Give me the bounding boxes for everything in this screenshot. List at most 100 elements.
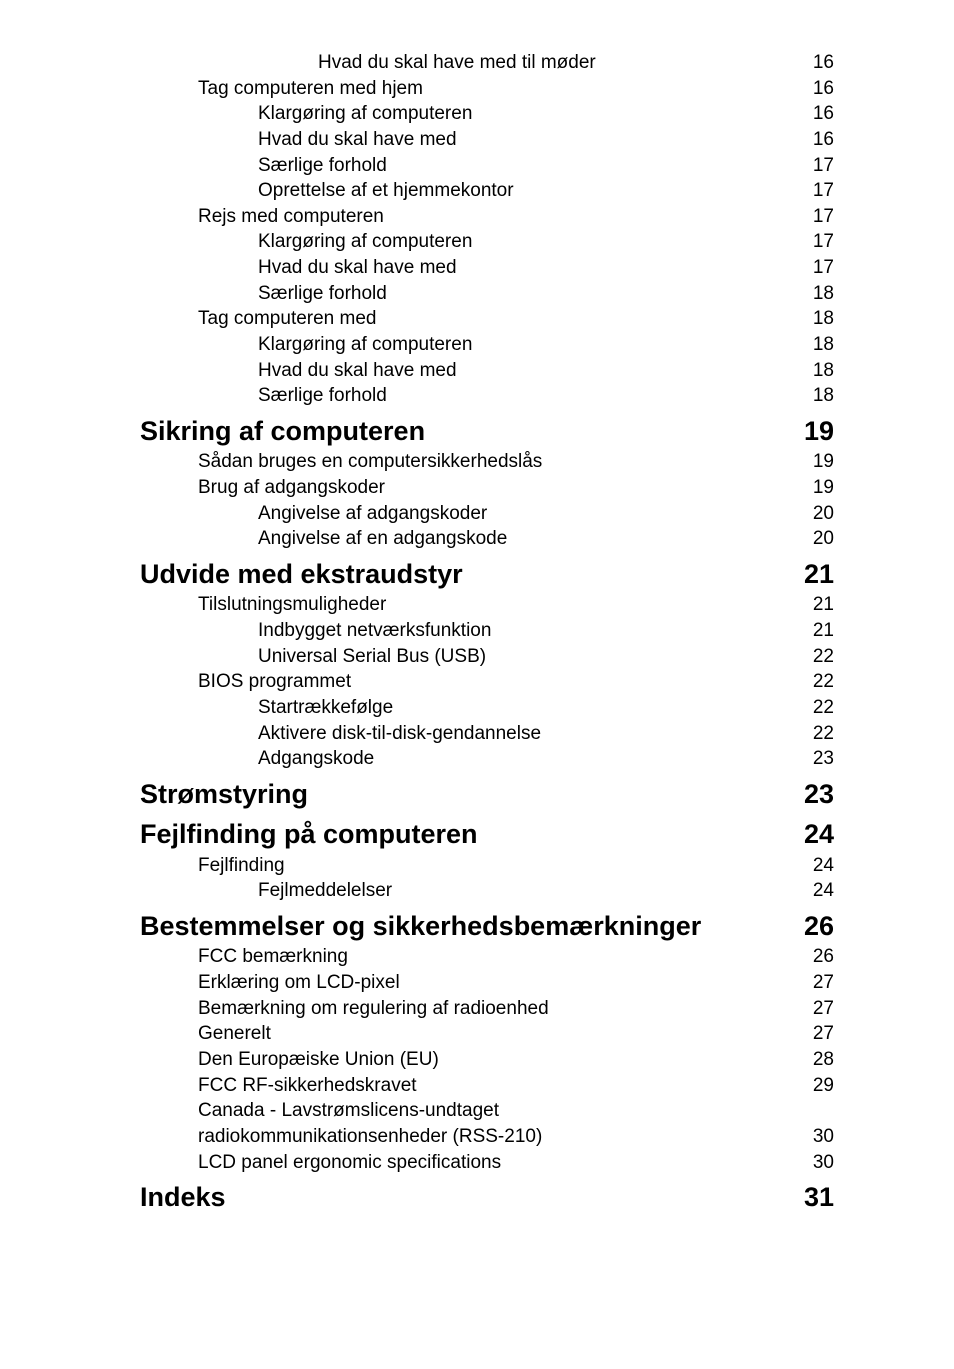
toc-entry[interactable]: Adgangskode23 [140,746,834,772]
toc-page-number: 29 [813,1073,834,1099]
toc-entry[interactable]: Startrækkefølge22 [140,695,834,721]
toc-page-number: 22 [813,669,834,695]
toc-page-number: 27 [813,1021,834,1047]
toc-entry[interactable]: Indeks31 [140,1179,834,1215]
toc-entry[interactable]: Den Europæiske Union (EU)28 [140,1047,834,1073]
toc-entry[interactable]: Tilslutningsmuligheder21 [140,592,834,618]
toc-page-number: 23 [813,746,834,772]
toc-label: Bemærkning om regulering af radioenhed [198,996,813,1022]
toc-entry[interactable]: Aktivere disk-til-disk-gendannelse22 [140,721,834,747]
toc-entry[interactable]: Universal Serial Bus (USB)22 [140,644,834,670]
toc-page-number: 21 [804,556,834,592]
toc-entry[interactable]: Sådan bruges en computersikkerhedslås19 [140,449,834,475]
toc-entry[interactable]: Fejlfinding på computeren24 [140,816,834,852]
toc-entry[interactable]: Klargøring af computeren16 [140,101,834,127]
toc-page-number: 19 [813,449,834,475]
toc-label: Bestemmelser og sikkerhedsbemærkninger [140,908,804,944]
toc-label: Udvide med ekstraudstyr [140,556,804,592]
toc-entry[interactable]: Bemærkning om regulering af radioenhed27 [140,996,834,1022]
toc-entry[interactable]: Hvad du skal have med16 [140,127,834,153]
toc-page-number: 22 [813,695,834,721]
toc-label: Hvad du skal have med [258,255,813,281]
toc-entry[interactable]: Strømstyring23 [140,776,834,812]
toc-entry[interactable]: Hvad du skal have med18 [140,358,834,384]
toc-entry[interactable]: Bestemmelser og sikkerhedsbemærkninger26 [140,908,834,944]
toc-entry[interactable]: Særlige forhold18 [140,281,834,307]
toc-label: LCD panel ergonomic specifications [198,1150,813,1176]
toc-entry[interactable]: FCC RF-sikkerhedskravet29 [140,1073,834,1099]
toc-page-number: 17 [813,255,834,281]
toc-page-number: 24 [804,816,834,852]
toc-page-number: 18 [813,332,834,358]
toc-entry[interactable]: Hvad du skal have med17 [140,255,834,281]
toc-label: Fejlmeddelelser [258,878,813,904]
toc-page-number: 26 [813,944,834,970]
toc-entry[interactable]: Angivelse af en adgangskode20 [140,526,834,552]
toc-label: Indbygget netværksfunktion [258,618,813,644]
toc-entry[interactable]: Hvad du skal have med til møder16 [140,50,834,76]
toc-page-number: 28 [813,1047,834,1073]
toc-entry[interactable]: BIOS programmet22 [140,669,834,695]
toc-page-number: 22 [813,644,834,670]
toc-entry[interactable]: Fejlfinding24 [140,853,834,879]
toc-entry[interactable]: Rejs med computeren17 [140,204,834,230]
toc-label: radiokommunikationsenheder (RSS-210) [198,1124,813,1150]
toc-page-number: 21 [813,592,834,618]
toc-entry[interactable]: Sikring af computeren19 [140,413,834,449]
toc-page-number: 16 [813,50,834,76]
toc-entry[interactable]: LCD panel ergonomic specifications30 [140,1150,834,1176]
toc-page-number: 18 [813,306,834,332]
toc-entry[interactable]: Indbygget netværksfunktion21 [140,618,834,644]
toc-entry[interactable]: Klargøring af computeren18 [140,332,834,358]
toc-label: Generelt [198,1021,813,1047]
toc-label: Fejlfinding [198,853,813,879]
toc-entry[interactable]: Oprettelse af et hjemmekontor17 [140,178,834,204]
toc-label: Klargøring af computeren [258,332,813,358]
toc-page-number: 19 [804,413,834,449]
toc-page-number: 16 [813,76,834,102]
toc-entry[interactable]: Erklæring om LCD-pixel27 [140,970,834,996]
table-of-contents: Hvad du skal have med til møder16Tag com… [140,50,834,1216]
toc-page-number: 24 [813,853,834,879]
toc-entry[interactable]: Tag computeren med18 [140,306,834,332]
toc-label: BIOS programmet [198,669,813,695]
toc-label: Sikring af computeren [140,413,804,449]
toc-label: Fejlfinding på computeren [140,816,804,852]
toc-entry[interactable]: Brug af adgangskoder19 [140,475,834,501]
toc-label: Oprettelse af et hjemmekontor [258,178,813,204]
toc-page-number: 22 [813,721,834,747]
toc-label: Særlige forhold [258,281,813,307]
toc-label: Hvad du skal have med til møder [318,50,813,76]
toc-label: Angivelse af en adgangskode [258,526,813,552]
toc-label: Hvad du skal have med [258,358,813,384]
toc-label: Tag computeren med hjem [198,76,813,102]
toc-entry[interactable]: Særlige forhold18 [140,383,834,409]
toc-page-number: 19 [813,475,834,501]
toc-entry[interactable]: Angivelse af adgangskoder20 [140,501,834,527]
toc-entry[interactable]: Canada - Lavstrømslicens-undtaget [140,1098,834,1124]
toc-page-number: 21 [813,618,834,644]
toc-entry[interactable]: Generelt27 [140,1021,834,1047]
toc-page-number: 17 [813,204,834,230]
toc-label: Startrækkefølge [258,695,813,721]
page-container: Hvad du skal have med til møder16Tag com… [0,0,954,1369]
toc-entry[interactable]: Klargøring af computeren17 [140,229,834,255]
toc-page-number: 18 [813,281,834,307]
toc-entry[interactable]: radiokommunikationsenheder (RSS-210)30 [140,1124,834,1150]
toc-page-number: 26 [804,908,834,944]
toc-label: Strømstyring [140,776,804,812]
toc-label: Hvad du skal have med [258,127,813,153]
toc-label: Klargøring af computeren [258,101,813,127]
toc-label: Angivelse af adgangskoder [258,501,813,527]
toc-page-number: 27 [813,970,834,996]
toc-page-number: 20 [813,526,834,552]
toc-entry[interactable]: FCC bemærkning26 [140,944,834,970]
toc-label: Indeks [140,1179,804,1215]
toc-page-number: 18 [813,358,834,384]
toc-label: Særlige forhold [258,153,813,179]
toc-entry[interactable]: Udvide med ekstraudstyr21 [140,556,834,592]
toc-entry[interactable]: Særlige forhold17 [140,153,834,179]
toc-entry[interactable]: Fejlmeddelelser24 [140,878,834,904]
toc-page-number: 23 [804,776,834,812]
toc-entry[interactable]: Tag computeren med hjem16 [140,76,834,102]
